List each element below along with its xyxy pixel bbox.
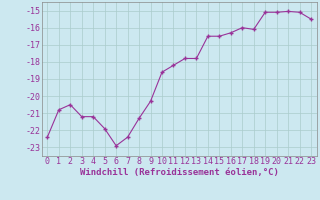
X-axis label: Windchill (Refroidissement éolien,°C): Windchill (Refroidissement éolien,°C) bbox=[80, 168, 279, 177]
